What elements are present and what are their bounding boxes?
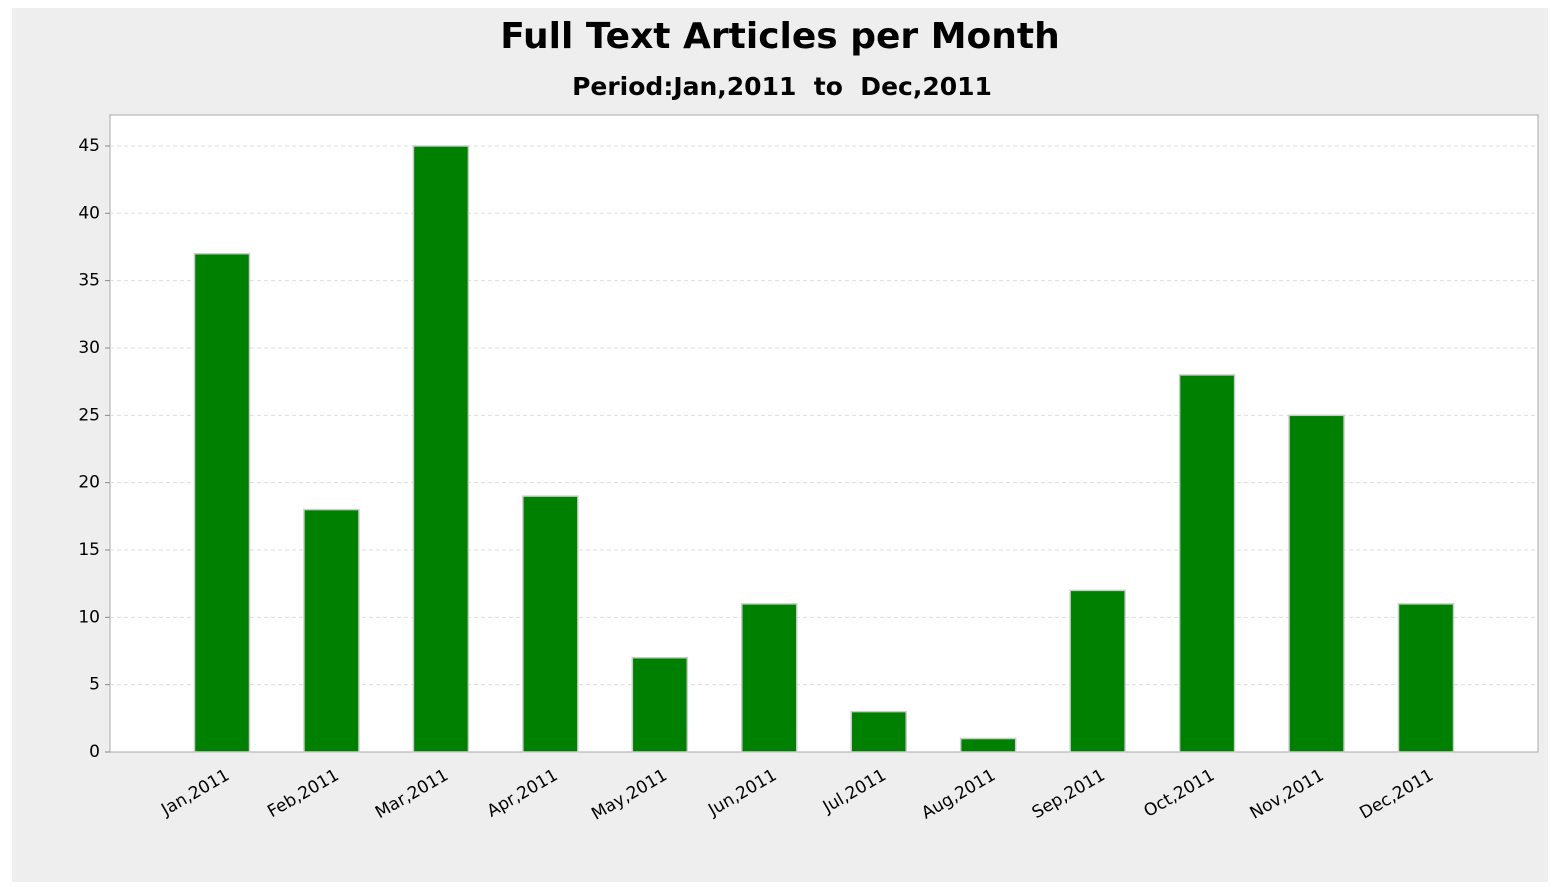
bar (1288, 414, 1345, 753)
bar (1178, 374, 1236, 753)
bar (850, 710, 907, 753)
bar (412, 145, 470, 753)
y-tick-label: 40 (78, 203, 100, 223)
bar (303, 508, 360, 753)
bar (1397, 603, 1455, 753)
y-tick-label: 5 (89, 675, 100, 695)
y-tick-label: 30 (78, 338, 100, 358)
bar (741, 603, 798, 753)
bar (631, 656, 689, 753)
bar (959, 737, 1017, 753)
y-tick-label: 15 (78, 540, 100, 560)
y-tick-label: 25 (78, 405, 100, 425)
y-tick-label: 35 (78, 271, 100, 291)
y-tick-label: 45 (78, 136, 100, 156)
bar (522, 495, 579, 753)
chart-subtitle: Period:Jan,2011 to Dec,2011 (572, 72, 992, 101)
y-tick-label: 10 (78, 607, 100, 627)
chart-title: Full Text Articles per Month (500, 16, 1060, 57)
y-tick-label: 20 (78, 473, 100, 493)
bar (1069, 589, 1126, 753)
y-tick-label: 0 (89, 742, 100, 762)
bar (193, 252, 251, 753)
